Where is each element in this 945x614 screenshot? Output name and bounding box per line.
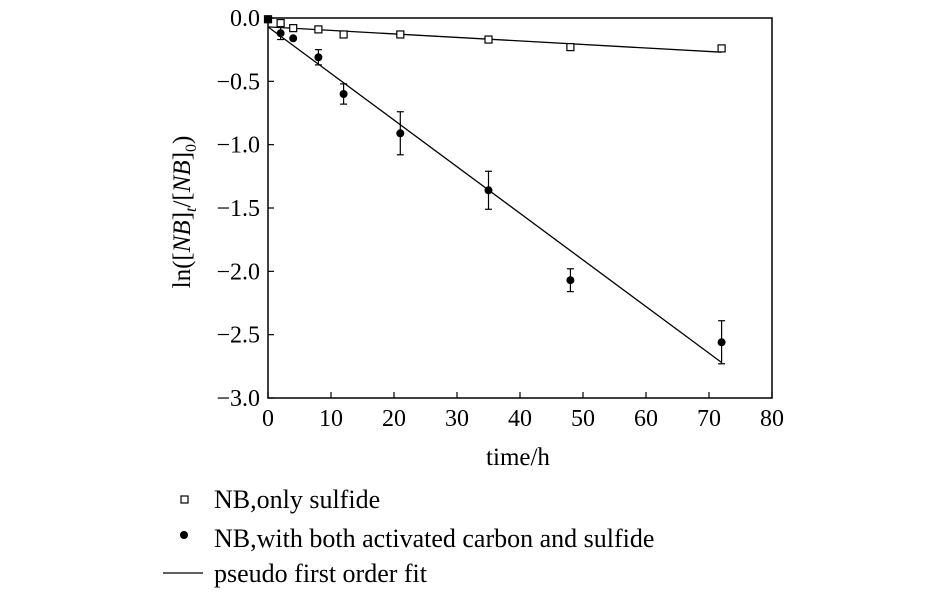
- legend-label-activated-carbon-sulfide: NB,with both activated carbon and sulfid…: [214, 524, 654, 553]
- x-tick-label: 50: [571, 406, 595, 432]
- data-point-activated-carbon-sulfide: [264, 15, 272, 24]
- y-tick-label: −2.0: [216, 259, 260, 285]
- legend-label-only-sulfide: NB,only sulfide: [214, 485, 380, 514]
- legend-entry-only-sulfide: NB,only sulfide: [180, 485, 380, 514]
- x-tick-label: 10: [319, 406, 343, 432]
- data-point-only-sulfide: [717, 44, 726, 53]
- data-point-only-sulfide: [289, 24, 298, 33]
- x-tick-label: 40: [508, 406, 532, 432]
- y-tick-label: 0.0: [230, 6, 260, 32]
- data-point-activated-carbon-sulfide: [276, 29, 285, 38]
- y-tick-label: −1.5: [216, 196, 260, 222]
- data-series: [263, 15, 726, 365]
- data-point-activated-carbon-sulfide: [314, 53, 323, 62]
- data-point-only-sulfide: [566, 43, 575, 52]
- x-tick-label: 60: [634, 406, 658, 432]
- fit-line: [267, 26, 722, 53]
- legend-entry-activated-carbon-sulfide: NB,with both activated carbon and sulfid…: [180, 524, 654, 553]
- data-point-activated-carbon-sulfide: [339, 90, 348, 98]
- fit-lines: [267, 26, 722, 364]
- legend: NB,only sulfide NB,with both activated c…: [163, 485, 654, 588]
- x-tick-label: 20: [382, 406, 406, 432]
- x-tick-label: 30: [445, 406, 469, 432]
- data-point-only-sulfide: [339, 30, 348, 39]
- data-point-activated-carbon-sulfide: [484, 186, 493, 195]
- legend-open-square-symbol: [180, 495, 189, 504]
- legend-entry-fit: pseudo first order fit: [163, 559, 428, 588]
- y-tick-label: −3.0: [216, 386, 260, 412]
- fit-line: [267, 26, 722, 364]
- y-axis-ticks: 0.0 −0.5 −1.0 −1.5 −2.0 −2.5 −3.0: [216, 6, 274, 412]
- x-axis-ticks: 0 10 20 30 40 50 60 70 80: [262, 392, 784, 432]
- data-point-activated-carbon-sulfide: [289, 34, 298, 43]
- data-point-only-sulfide: [484, 35, 493, 44]
- y-tick-label: −1.0: [216, 133, 260, 159]
- y-axis-title: ln([NB]t/[NB]0): [169, 136, 200, 289]
- data-point-only-sulfide: [396, 30, 405, 39]
- x-axis-title: time/h: [486, 444, 550, 471]
- data-point-activated-carbon-sulfide: [396, 129, 405, 138]
- x-tick-label: 70: [697, 406, 721, 432]
- y-tick-label: −2.5: [216, 323, 260, 349]
- x-tick-label: 80: [760, 406, 784, 432]
- legend-label-fit: pseudo first order fit: [214, 559, 428, 588]
- plot-frame: [267, 17, 773, 399]
- y-tick-label: −0.5: [216, 69, 260, 95]
- legend-filled-circle-symbol: [180, 531, 188, 539]
- data-point-activated-carbon-sulfide: [717, 338, 726, 347]
- data-point-only-sulfide: [314, 25, 323, 34]
- data-point-only-sulfide: [276, 18, 285, 28]
- x-tick-label: 0: [262, 406, 274, 432]
- data-point-activated-carbon-sulfide: [566, 276, 575, 285]
